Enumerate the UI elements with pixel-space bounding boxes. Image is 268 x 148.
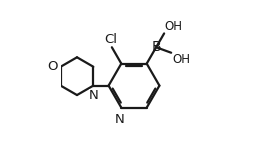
- Text: O: O: [47, 60, 58, 73]
- Text: OH: OH: [172, 53, 190, 66]
- Text: N: N: [89, 89, 99, 102]
- Text: OH: OH: [165, 20, 183, 33]
- Text: B: B: [151, 40, 161, 54]
- Text: Cl: Cl: [105, 33, 118, 46]
- Text: N: N: [115, 113, 125, 126]
